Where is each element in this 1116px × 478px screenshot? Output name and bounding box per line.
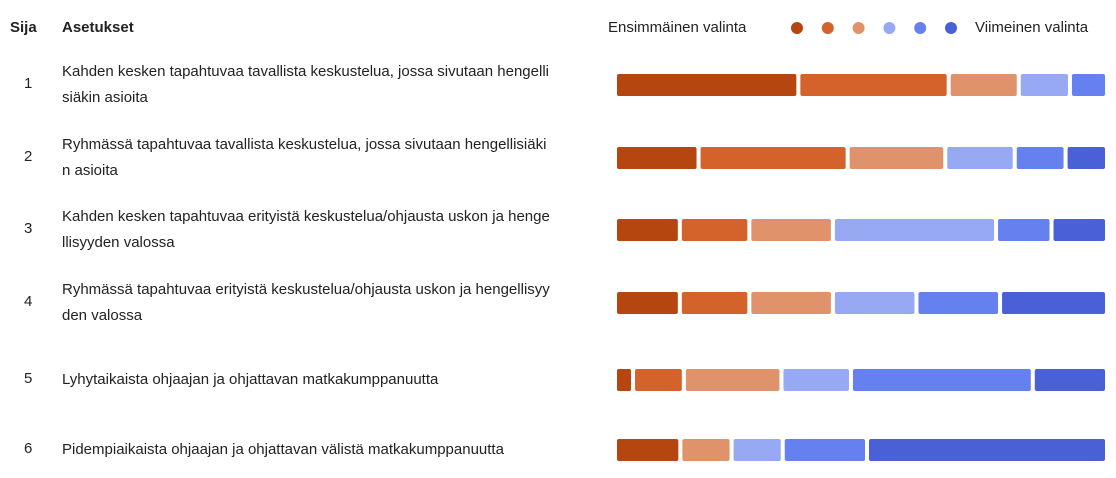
bar-segment <box>947 147 1013 169</box>
bar-segment <box>1067 147 1105 169</box>
bar-segment <box>751 219 831 241</box>
bar-segment <box>682 439 730 461</box>
bar-segment <box>1020 74 1068 96</box>
bar-segment <box>918 292 999 314</box>
bar-segment <box>1053 219 1105 241</box>
bar-segment <box>869 439 1105 461</box>
bar-segment <box>617 439 679 461</box>
row-label: Lyhytaikaista ohjaajan ja ohjattavan mat… <box>62 371 439 388</box>
legend-dot <box>945 22 957 34</box>
bar-segment <box>1034 369 1105 391</box>
bar-segment <box>685 369 780 391</box>
legend-dot <box>883 22 896 34</box>
legend-dot <box>852 22 865 34</box>
rank: 6 <box>24 440 33 457</box>
rank: 4 <box>24 293 33 310</box>
bar-segment <box>617 147 697 169</box>
bar-segment <box>617 219 678 241</box>
bar-segment <box>617 369 632 391</box>
legend-dot <box>791 22 803 34</box>
rank: 1 <box>24 75 33 92</box>
bar-segment <box>681 219 748 241</box>
bar-segment <box>635 369 682 391</box>
bar-segment <box>783 369 849 391</box>
legend-end: Viimeinen valinta <box>975 19 1089 36</box>
bar-segment <box>733 439 781 461</box>
legend-start: Ensimmäinen valinta <box>608 19 747 36</box>
label-header: Asetukset <box>62 19 134 36</box>
bar-segment <box>998 219 1050 241</box>
row-label: Pidempiaikaista ohjaajan ja ohjattavan v… <box>62 441 504 458</box>
bar-segment <box>700 147 846 169</box>
bar-segment <box>834 219 995 241</box>
rank-header: Sija <box>10 19 37 36</box>
bar-segment <box>834 292 915 314</box>
bar-segment <box>1016 147 1064 169</box>
row-label: Kahden kesken tapahtuvaa erityistä kesku… <box>62 208 550 251</box>
row-label: Kahden kesken tapahtuvaa tavallista kesk… <box>62 63 549 106</box>
bar-segment <box>1071 74 1105 96</box>
bar-segment <box>784 439 865 461</box>
rank: 3 <box>24 220 33 237</box>
row-label: Ryhmässä tapahtuvaa erityistä keskustelu… <box>62 281 550 324</box>
bar-segment <box>681 292 748 314</box>
bar-segment <box>1002 292 1105 314</box>
legend-dot <box>821 22 834 34</box>
bar-segment <box>852 369 1031 391</box>
bar-segment <box>849 147 944 169</box>
bar-segment <box>617 74 797 96</box>
bar-segment <box>950 74 1017 96</box>
rank: 2 <box>24 148 33 165</box>
rank: 5 <box>24 370 33 387</box>
legend-dot <box>914 22 927 34</box>
bar-segment <box>617 292 678 314</box>
bar-segment <box>800 74 947 96</box>
row-label: Ryhmässä tapahtuvaa tavallista keskustel… <box>62 136 547 179</box>
bar-segment <box>751 292 831 314</box>
